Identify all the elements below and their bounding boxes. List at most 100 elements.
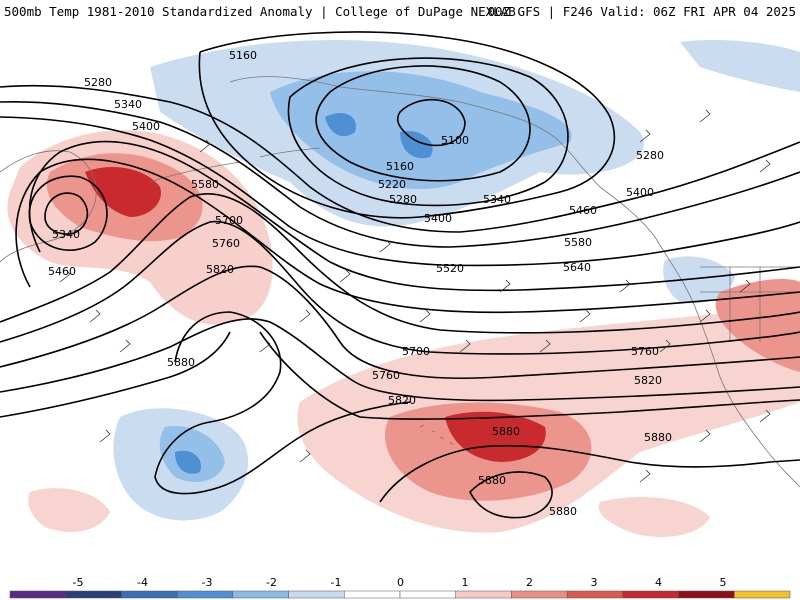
contour-label: 5700 bbox=[215, 214, 243, 227]
colorbar-label: 3 bbox=[591, 576, 598, 589]
model-run-info: 00Z GFS | F246 Valid: 06Z FRI APR 04 202… bbox=[487, 4, 796, 19]
anomaly-colorbar: -5 -4 -3 -2 -1 0 1 2 3 4 5 bbox=[9, 576, 791, 599]
contour-5880-west bbox=[154, 311, 411, 495]
colorbar-swatches bbox=[9, 590, 791, 599]
aleutian-islands bbox=[149, 147, 321, 183]
colorbar-labels: -5 -4 -3 -2 -1 0 1 2 3 4 5 bbox=[73, 576, 727, 589]
colorbar-swatch bbox=[9, 590, 66, 599]
contour-low-asia bbox=[28, 175, 108, 251]
colorbar-swatch bbox=[734, 590, 791, 599]
colorbar-swatch bbox=[176, 590, 234, 599]
colorbar-label: -4 bbox=[137, 576, 148, 589]
contour-label: 5460 bbox=[48, 265, 76, 278]
wind-barbs bbox=[59, 109, 771, 483]
contour-label: 5820 bbox=[388, 394, 416, 407]
contour-label: 5100 bbox=[441, 134, 469, 147]
contour-5700 bbox=[0, 265, 800, 380]
contour-label: 5880 bbox=[167, 356, 195, 369]
colorbar-swatch bbox=[344, 590, 401, 599]
asia-coast bbox=[0, 150, 97, 263]
contour-5100 bbox=[396, 98, 466, 147]
contour-label: 5220 bbox=[378, 178, 406, 191]
contour-label: 5520 bbox=[436, 262, 464, 275]
warm-anomaly-northwest-deep bbox=[85, 167, 161, 217]
colorbar-swatch bbox=[455, 590, 512, 599]
colorbar-label: -5 bbox=[73, 576, 84, 589]
contour-label: 5340 bbox=[114, 98, 142, 111]
contour-5160-outer bbox=[198, 31, 616, 219]
colorbar-swatch bbox=[622, 590, 679, 599]
contour-5580 bbox=[0, 192, 800, 334]
colorbar-label: -1 bbox=[331, 576, 342, 589]
contour-label: 5160 bbox=[386, 160, 414, 173]
contour-label: 5400 bbox=[626, 186, 654, 199]
contour-label: 5400 bbox=[132, 120, 160, 133]
contour-label: 5760 bbox=[212, 237, 240, 250]
contour-label: 5700 bbox=[402, 345, 430, 358]
contour-label: 5280 bbox=[84, 76, 112, 89]
warm-anomaly-scattered bbox=[28, 488, 710, 537]
cold-anomaly-southwest-deep bbox=[175, 450, 201, 474]
cold-anomaly-north-deep bbox=[325, 112, 433, 159]
contour-label: 5160 bbox=[229, 49, 257, 62]
north-america-west-coast bbox=[654, 236, 800, 488]
contour-label: 5880 bbox=[478, 474, 506, 487]
colorbar-label: 0 bbox=[397, 576, 404, 589]
contour-label: 5460 bbox=[569, 204, 597, 217]
height-contours bbox=[0, 31, 800, 519]
colorbar-swatch bbox=[232, 590, 289, 599]
contour-label: 5280 bbox=[389, 193, 417, 206]
warm-anomaly-south-deep bbox=[445, 411, 546, 462]
contour-label: 5880 bbox=[644, 431, 672, 444]
contour-label: 5340 bbox=[52, 228, 80, 241]
alaska-coast bbox=[229, 76, 656, 238]
contour-5340 bbox=[0, 100, 800, 248]
contour-5400 bbox=[0, 116, 800, 267]
contour-label: 5280 bbox=[636, 149, 664, 162]
wind-barb bbox=[59, 109, 771, 483]
contour-5460 bbox=[28, 140, 800, 292]
contour-label: 5400 bbox=[424, 212, 452, 225]
colorbar-swatch bbox=[678, 590, 735, 599]
contour-label: 5820 bbox=[206, 263, 234, 276]
map-title: 500mb Temp 1981-2010 Standardized Anomal… bbox=[4, 4, 516, 19]
contour-5220 bbox=[287, 57, 569, 207]
us-state-borders bbox=[700, 266, 800, 342]
contour-label: 5640 bbox=[563, 261, 591, 274]
colorbar-swatch bbox=[65, 590, 122, 599]
colorbar-swatch bbox=[288, 590, 345, 599]
contour-label: 5760 bbox=[631, 345, 659, 358]
coastlines bbox=[0, 76, 800, 488]
colorbar-swatch bbox=[511, 590, 568, 599]
colorbar-label: -3 bbox=[202, 576, 213, 589]
colorbar-swatch bbox=[566, 590, 624, 599]
colorbar-swatch bbox=[399, 590, 456, 599]
contour-5280 bbox=[0, 84, 800, 233]
anomaly-shading bbox=[7, 39, 800, 537]
colorbar-label: 5 bbox=[720, 576, 727, 589]
hawaii-islands bbox=[419, 424, 454, 446]
colorbar-swatch bbox=[121, 590, 178, 599]
colorbar-label: 1 bbox=[462, 576, 469, 589]
cold-anomaly-east bbox=[663, 256, 735, 304]
warm-anomaly-east-coast bbox=[715, 279, 800, 372]
contour-5160-low bbox=[315, 65, 531, 182]
contour-label: 5580 bbox=[564, 236, 592, 249]
contour-label: 5880 bbox=[549, 505, 577, 518]
contour-label: 5760 bbox=[372, 369, 400, 382]
contour-label: 5580 bbox=[191, 178, 219, 191]
header-bar: 500mb Temp 1981-2010 Standardized Anomal… bbox=[0, 0, 800, 22]
contour-label: 5340 bbox=[483, 193, 511, 206]
contour-5760 bbox=[0, 318, 800, 402]
colorbar-label: 4 bbox=[655, 576, 662, 589]
colorbar-label: 2 bbox=[526, 576, 533, 589]
contour-5820 bbox=[0, 331, 800, 420]
contour-label: 5820 bbox=[634, 374, 662, 387]
contour-label: 5880 bbox=[492, 425, 520, 438]
contour-5880-inner bbox=[469, 471, 553, 519]
colorbar-label: -2 bbox=[266, 576, 277, 589]
contour-5640 bbox=[0, 220, 800, 355]
cold-anomaly-nw-corner bbox=[680, 40, 800, 92]
